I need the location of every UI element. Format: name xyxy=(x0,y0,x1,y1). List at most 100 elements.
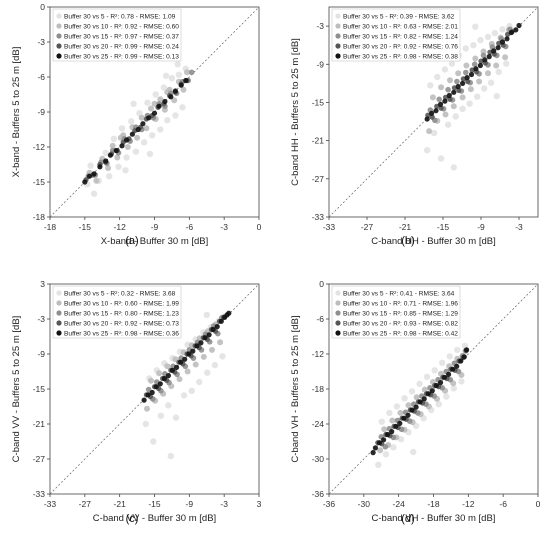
legend-marker xyxy=(335,330,341,336)
data-point xyxy=(513,27,519,33)
data-point xyxy=(458,358,464,364)
y-tick-label: -15 xyxy=(33,384,46,394)
data-point xyxy=(171,97,178,104)
data-point xyxy=(198,340,204,346)
data-point xyxy=(122,167,129,174)
legend-marker xyxy=(56,320,62,326)
data-point xyxy=(157,126,164,133)
data-point xyxy=(162,98,168,105)
data-point xyxy=(434,73,441,81)
scatter-panel-1: -18 -15 -12 -9 -6 -3 0 -18 -15 -12 -9 -6 -3 0 Buffer 3… xyxy=(11,2,262,247)
data-point xyxy=(182,356,188,362)
data-point xyxy=(209,346,215,353)
data-point xyxy=(437,380,444,386)
data-point xyxy=(466,100,473,107)
data-point xyxy=(444,121,452,128)
legend-entry: Buffer 30 vs 25 - R²: 0.99 - RMSE: 0.13 xyxy=(64,54,179,61)
legend-entry: Buffer 30 vs 20 - R²: 0.93 - RMSE: 0.82 xyxy=(343,321,458,328)
data-point xyxy=(430,129,438,137)
legend-marker xyxy=(56,53,62,59)
legend-entry: Buffer 30 vs 5 - R²: 0.39 - RMSE: 3.62 xyxy=(343,14,455,21)
data-point xyxy=(378,418,385,425)
data-point xyxy=(219,353,226,360)
data-point xyxy=(115,163,122,170)
data-point xyxy=(472,55,479,62)
data-point xyxy=(164,363,171,370)
data-point xyxy=(128,118,135,125)
data-point xyxy=(192,361,199,368)
data-point xyxy=(129,131,135,137)
x-tick-label: 3 xyxy=(257,499,262,509)
data-point xyxy=(393,403,401,410)
x-axis-label: C-band HH - Buffer 30 m [dB] xyxy=(371,236,495,247)
legend-marker xyxy=(335,43,341,49)
y-tick-label: -30 xyxy=(312,454,325,464)
data-point xyxy=(190,348,196,354)
data-point xyxy=(465,78,471,85)
x-tick-label: -27 xyxy=(79,499,92,509)
data-point xyxy=(151,100,158,107)
series-5 xyxy=(370,347,470,456)
x-tick-label: -33 xyxy=(44,499,57,509)
data-point xyxy=(495,68,502,76)
data-point xyxy=(381,437,387,443)
legend-marker xyxy=(56,23,62,29)
data-point xyxy=(446,353,453,360)
data-point xyxy=(202,335,208,341)
data-point xyxy=(516,22,522,29)
y-tick-label: -9 xyxy=(37,349,45,359)
data-point xyxy=(450,164,457,171)
data-point xyxy=(429,388,435,394)
legend-entry: Buffer 30 vs 20 - R²: 0.99 - RMSE: 0.24 xyxy=(64,44,179,51)
data-point xyxy=(446,92,452,99)
data-point xyxy=(217,339,224,346)
data-point xyxy=(454,78,460,85)
data-point xyxy=(410,448,417,456)
data-point xyxy=(87,162,94,169)
data-point xyxy=(452,113,459,120)
data-point xyxy=(200,353,207,360)
data-point xyxy=(174,60,181,68)
data-point xyxy=(417,399,423,405)
data-point xyxy=(473,66,479,72)
data-point xyxy=(508,29,514,36)
data-point xyxy=(167,452,174,460)
x-tick-label: 0 xyxy=(536,499,541,509)
data-point xyxy=(218,318,224,324)
legend-entry: Buffer 30 vs 15 - R²: 0.97 - RMSE: 0.37 xyxy=(64,34,179,41)
x-tick-label: -15 xyxy=(437,222,450,232)
data-point xyxy=(164,117,171,124)
data-point xyxy=(172,112,179,119)
legend-entry: Buffer 30 vs 10 - R²: 0.63 - RMSE: 2.01 xyxy=(343,24,458,31)
data-point xyxy=(481,85,488,92)
data-point xyxy=(134,134,141,141)
data-point xyxy=(146,150,154,158)
data-point xyxy=(175,71,183,78)
y-axis-label: C-band VH - Buffers 5 to 25 m [dB] xyxy=(290,315,301,462)
y-tick-label: -36 xyxy=(312,489,325,499)
data-point xyxy=(102,149,109,156)
data-point xyxy=(502,54,509,61)
data-point xyxy=(450,103,457,110)
x-tick-label: -9 xyxy=(151,222,159,232)
data-point xyxy=(165,402,172,409)
data-point xyxy=(493,62,500,69)
data-point xyxy=(106,173,113,180)
data-point xyxy=(458,378,465,385)
data-point xyxy=(165,373,171,379)
legend-marker xyxy=(335,53,341,59)
data-point xyxy=(437,101,444,107)
data-point xyxy=(203,311,210,319)
legend-marker xyxy=(335,23,341,29)
x-tick-label: -36 xyxy=(323,499,336,509)
panel-caption: (c) xyxy=(126,513,139,525)
data-point xyxy=(174,364,180,370)
y-tick-label: -18 xyxy=(312,384,325,394)
data-point xyxy=(454,363,460,369)
data-point xyxy=(123,154,130,161)
legend-entry: Buffer 30 vs 5 - R²: 0.32 - RMSE: 3.68 xyxy=(64,291,176,298)
data-point xyxy=(493,92,500,100)
data-point xyxy=(450,366,456,372)
data-point xyxy=(416,380,423,387)
data-point xyxy=(441,374,448,380)
